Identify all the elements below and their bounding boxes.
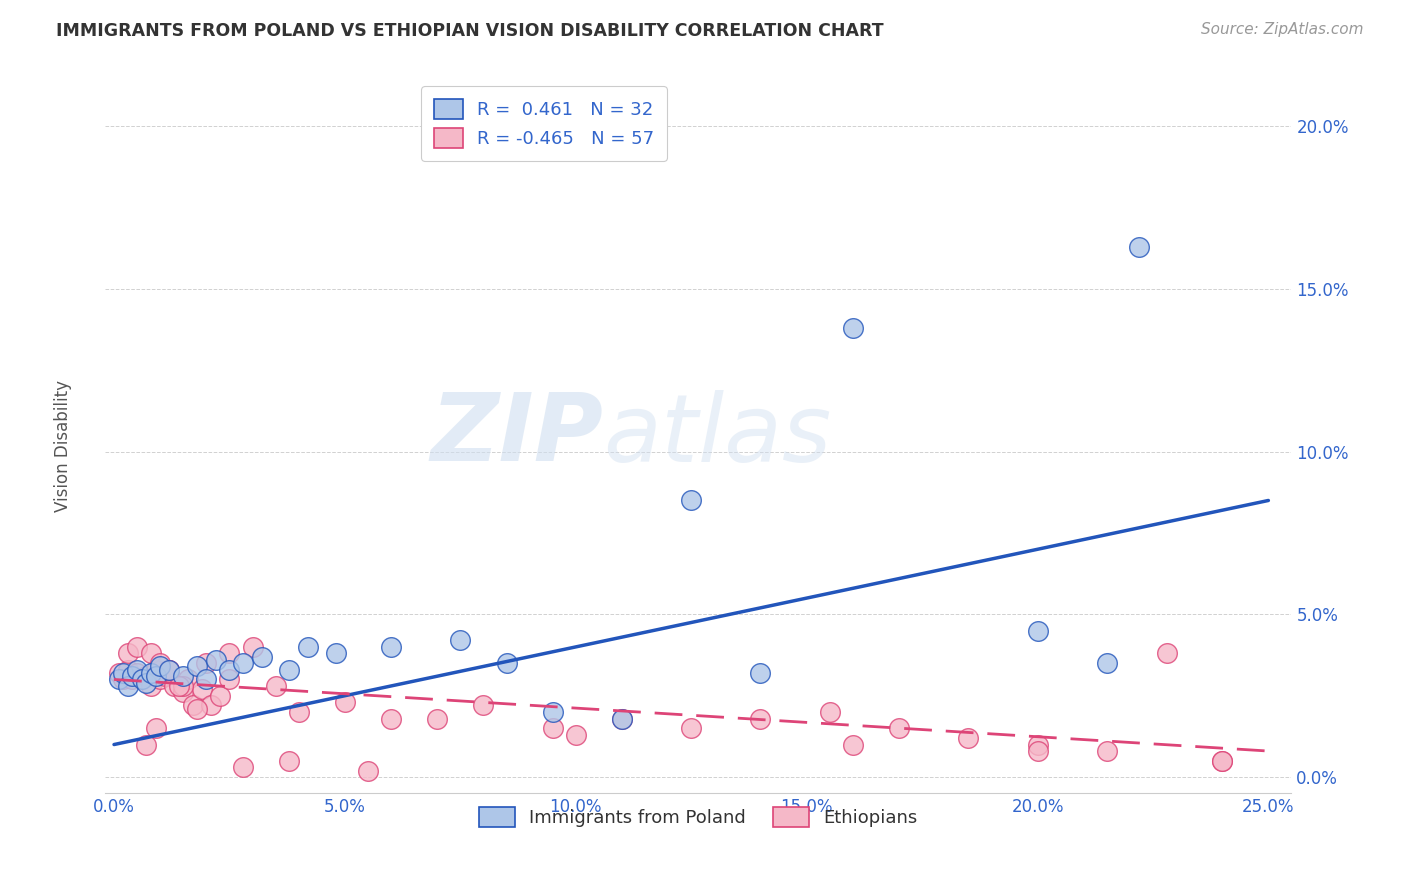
Point [139,647,162,661]
Point [749,711,772,725]
Point [495,656,517,670]
Point [149,659,172,673]
Point [957,731,980,745]
Point [426,711,449,725]
Point [107,665,129,680]
Point [297,640,319,654]
Point [1026,738,1049,752]
Point [818,705,841,719]
Point [264,679,287,693]
Point [333,695,356,709]
Point [121,673,143,687]
Point [163,679,186,693]
Point [287,705,309,719]
Point [135,738,157,752]
Point [218,647,240,661]
Point [200,698,222,713]
Point [112,665,135,680]
Point [565,728,588,742]
Point [541,721,564,735]
Point [357,764,380,778]
Point [186,659,208,673]
Point [250,649,273,664]
Point [131,673,153,687]
Point [681,493,703,508]
Point [1095,656,1118,670]
Point [149,673,172,687]
Point [145,663,167,677]
Point [1026,744,1049,758]
Point [195,656,218,670]
Point [135,669,157,683]
Point [842,321,865,335]
Point [218,663,240,677]
Point [172,669,194,683]
Point [681,721,703,735]
Text: atlas: atlas [603,390,831,481]
Point [1026,624,1049,638]
Point [449,633,471,648]
Point [153,669,176,683]
Point [177,673,200,687]
Point [117,647,139,661]
Point [139,679,162,693]
Point [107,673,129,687]
Point [172,685,194,699]
Point [139,665,162,680]
Point [541,705,564,719]
Point [209,689,232,703]
Point [181,698,204,713]
Point [121,669,143,683]
Point [159,663,181,677]
Point [278,754,301,768]
Point [242,640,264,654]
Point [135,675,157,690]
Point [380,640,402,654]
Point [149,656,172,670]
Text: ZIP: ZIP [430,390,603,482]
Point [145,669,167,683]
Point [1095,744,1118,758]
Point [127,665,149,680]
Point [610,711,633,725]
Point [186,702,208,716]
Point [232,760,254,774]
Point [1211,754,1233,768]
Point [278,663,301,677]
Point [127,663,149,677]
Point [218,673,240,687]
Point [610,711,633,725]
Point [195,673,218,687]
Point [145,721,167,735]
Point [749,665,772,680]
Point [172,679,194,693]
Point [1211,754,1233,768]
Point [842,738,865,752]
Point [167,679,190,693]
Legend: Immigrants from Poland, Ethiopians: Immigrants from Poland, Ethiopians [471,800,925,834]
Point [1128,240,1150,254]
Point [472,698,495,713]
Point [117,679,139,693]
Point [887,721,910,735]
Point [159,663,181,677]
Point [127,640,149,654]
Point [325,647,347,661]
Text: IMMIGRANTS FROM POLAND VS ETHIOPIAN VISION DISABILITY CORRELATION CHART: IMMIGRANTS FROM POLAND VS ETHIOPIAN VISI… [56,22,884,40]
Text: Vision Disability: Vision Disability [55,380,72,512]
Point [117,663,139,677]
Point [232,656,254,670]
Point [204,653,226,667]
Point [1156,647,1178,661]
Point [131,673,153,687]
Point [380,711,402,725]
Text: Source: ZipAtlas.com: Source: ZipAtlas.com [1201,22,1364,37]
Point [112,673,135,687]
Point [190,682,212,697]
Point [159,663,181,677]
